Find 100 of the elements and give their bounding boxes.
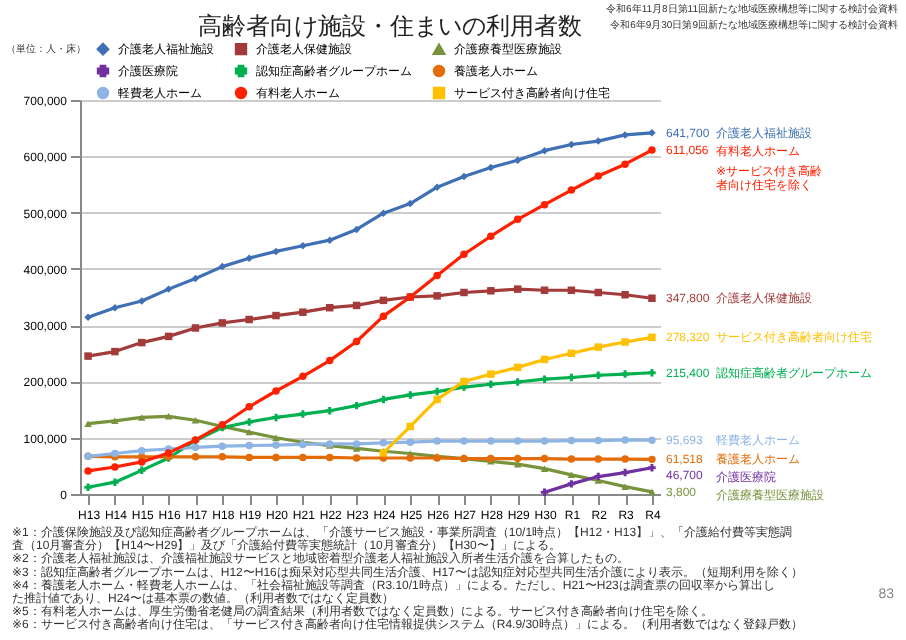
point (299, 308, 307, 316)
point (325, 406, 334, 415)
point (299, 410, 307, 418)
point (648, 488, 656, 496)
point (138, 297, 146, 305)
point (245, 418, 253, 426)
point (406, 391, 415, 399)
point (621, 468, 629, 477)
point (272, 247, 280, 256)
point (540, 375, 549, 383)
point (272, 387, 280, 395)
point (299, 372, 307, 381)
point (272, 413, 280, 422)
line-series (84, 129, 656, 321)
point (460, 377, 468, 386)
point (594, 137, 602, 145)
point (648, 146, 656, 154)
point (138, 446, 146, 455)
point (540, 437, 549, 445)
point (379, 439, 388, 447)
point (245, 254, 253, 262)
point (299, 242, 307, 250)
point (164, 413, 173, 420)
point (540, 465, 549, 472)
point (406, 438, 415, 446)
point (111, 463, 119, 471)
point (218, 442, 227, 450)
point (513, 215, 522, 224)
point (433, 437, 441, 445)
point (487, 163, 495, 172)
point (84, 420, 92, 427)
point (567, 471, 576, 479)
point (513, 156, 522, 164)
point (299, 453, 307, 462)
point (352, 401, 361, 410)
point (487, 287, 495, 295)
point (594, 472, 602, 481)
point (621, 483, 629, 490)
point (621, 436, 629, 444)
point (272, 453, 280, 462)
point (191, 443, 200, 452)
point (513, 437, 522, 445)
point (379, 395, 388, 404)
point (433, 395, 441, 404)
line-series (540, 463, 656, 497)
point (621, 370, 629, 378)
point (540, 200, 549, 209)
point (218, 262, 227, 271)
point (111, 347, 119, 356)
point (433, 183, 441, 191)
point (513, 285, 522, 293)
point (567, 186, 576, 194)
point (433, 292, 441, 300)
point (487, 380, 495, 388)
point (191, 453, 200, 461)
point (648, 294, 656, 302)
point (513, 454, 522, 463)
point (218, 453, 227, 461)
point (648, 436, 656, 444)
point (245, 428, 253, 436)
point (460, 172, 468, 181)
point (272, 311, 280, 320)
point (540, 454, 549, 463)
point (191, 417, 200, 424)
point (594, 455, 602, 463)
point (567, 455, 576, 463)
point (567, 480, 576, 488)
point (460, 250, 468, 258)
point (111, 478, 119, 486)
point (406, 454, 415, 462)
point (487, 232, 495, 240)
point (272, 441, 280, 449)
point (567, 373, 576, 382)
point (648, 333, 656, 342)
point (352, 337, 361, 346)
point (138, 466, 146, 475)
point (352, 454, 361, 462)
point (540, 488, 549, 497)
point (460, 288, 468, 297)
point (594, 172, 602, 180)
point (594, 288, 602, 297)
point (594, 343, 602, 351)
point (648, 455, 656, 464)
point (594, 371, 602, 379)
point (164, 285, 173, 293)
point (648, 463, 656, 472)
point (325, 453, 334, 462)
point (111, 303, 119, 312)
point (272, 434, 280, 441)
point (245, 441, 253, 450)
point (138, 414, 146, 421)
point (406, 199, 415, 208)
point (245, 403, 253, 411)
point (460, 437, 468, 445)
point (621, 455, 629, 463)
point (621, 291, 629, 299)
point (379, 209, 388, 217)
point (138, 458, 146, 466)
point (325, 356, 334, 365)
point (191, 324, 200, 332)
